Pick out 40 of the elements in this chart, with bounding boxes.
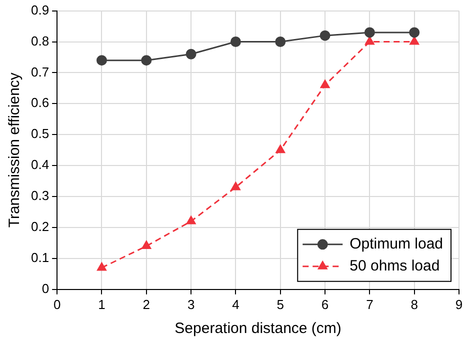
- legend-label: Optimum load: [350, 236, 444, 253]
- point: [365, 36, 374, 45]
- y-tick-label: 0.9: [30, 2, 50, 18]
- point: [141, 55, 152, 66]
- point: [97, 262, 106, 271]
- y-tick-label: 0.1: [30, 250, 50, 266]
- point: [364, 27, 375, 38]
- legend-label: 50 ohms load: [350, 258, 440, 275]
- x-tick-label: 8: [410, 296, 418, 312]
- point: [186, 216, 196, 224]
- x-tick-label: 3: [187, 296, 195, 312]
- y-tick-label: 0.2: [30, 219, 50, 234]
- x-tick-label: 1: [98, 296, 106, 312]
- y-tick-label: 0.3: [30, 188, 50, 204]
- point: [230, 36, 241, 48]
- y-tick-label: 0.8: [30, 33, 50, 48]
- point: [276, 144, 286, 154]
- point: [409, 27, 420, 38]
- x-tick-label: 5: [276, 296, 284, 312]
- point: [320, 80, 330, 88]
- point: [96, 55, 107, 66]
- x-tick-label: 0: [53, 296, 61, 312]
- point: [275, 36, 286, 48]
- point: [231, 182, 240, 190]
- point: [320, 30, 330, 41]
- y-tick-label: 0: [42, 280, 50, 296]
- x-tick-label: 6: [321, 296, 329, 312]
- x-tick-label: 9: [455, 296, 463, 312]
- y-axis-title: Transmission efficiency: [6, 72, 24, 228]
- y-tick-label: 0.7: [30, 64, 50, 80]
- x-tick-label: 4: [232, 296, 240, 312]
- y-tick-label: 0.4: [30, 157, 50, 172]
- y-tick-label: 0.5: [30, 126, 50, 142]
- y-tick-label: 0.6: [30, 95, 50, 110]
- x-axis-title: Seperation distance (cm): [174, 320, 342, 338]
- x-tick-label: 7: [366, 296, 374, 312]
- point: [142, 240, 152, 250]
- point: [186, 48, 196, 60]
- x-tick-label: 2: [142, 296, 150, 312]
- point: [410, 36, 419, 45]
